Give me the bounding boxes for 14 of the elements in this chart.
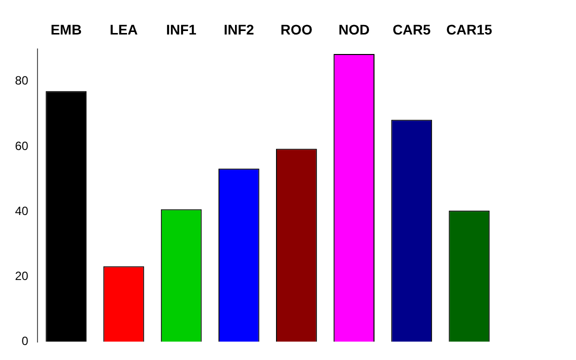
- x-tick-label: ROO: [280, 21, 313, 38]
- y-tick-label: 20: [14, 269, 29, 283]
- x-tick-label: EMB: [50, 21, 82, 38]
- x-tick-label: LEA: [110, 21, 138, 38]
- x-tick-label: NOD: [338, 21, 370, 38]
- x-tick-label: INF1: [166, 21, 197, 38]
- y-tick-label: 80: [14, 74, 29, 88]
- x-tick-label: CAR15: [446, 21, 492, 38]
- y-tick-label: 40: [14, 204, 29, 218]
- x-tick-label: INF2: [224, 21, 254, 38]
- y-tick-label: 0: [22, 334, 29, 348]
- x-tick-label: CAR5: [392, 21, 431, 38]
- bar: [46, 91, 87, 342]
- y-tick-label: 60: [14, 138, 29, 153]
